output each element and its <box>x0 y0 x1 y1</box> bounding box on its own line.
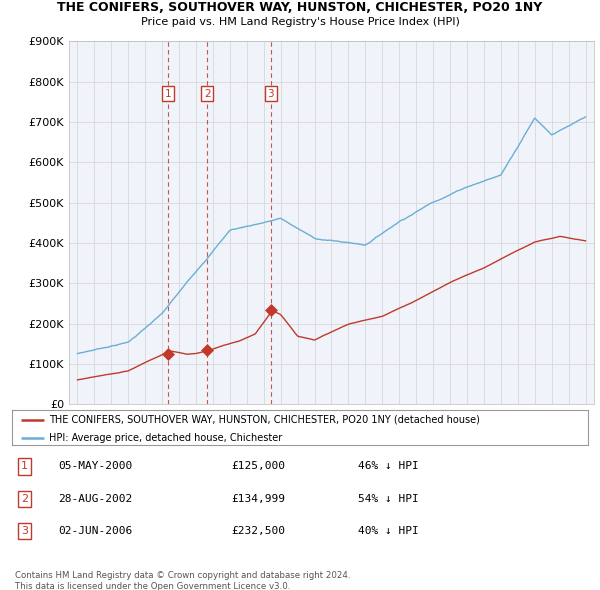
Text: 1: 1 <box>21 461 28 471</box>
Text: 40% ↓ HPI: 40% ↓ HPI <box>358 526 418 536</box>
Text: HPI: Average price, detached house, Chichester: HPI: Average price, detached house, Chic… <box>49 432 283 442</box>
Text: £134,999: £134,999 <box>231 494 285 504</box>
Text: £125,000: £125,000 <box>231 461 285 471</box>
Text: Price paid vs. HM Land Registry's House Price Index (HPI): Price paid vs. HM Land Registry's House … <box>140 17 460 27</box>
Text: 02-JUN-2006: 02-JUN-2006 <box>58 526 133 536</box>
Text: Contains HM Land Registry data © Crown copyright and database right 2024.
This d: Contains HM Land Registry data © Crown c… <box>15 571 350 590</box>
Text: 3: 3 <box>21 526 28 536</box>
Text: £232,500: £232,500 <box>231 526 285 536</box>
Text: THE CONIFERS, SOUTHOVER WAY, HUNSTON, CHICHESTER, PO20 1NY (detached house): THE CONIFERS, SOUTHOVER WAY, HUNSTON, CH… <box>49 415 481 425</box>
Text: 28-AUG-2002: 28-AUG-2002 <box>58 494 133 504</box>
Text: 2: 2 <box>21 494 28 504</box>
Text: 2: 2 <box>204 88 211 99</box>
Text: 1: 1 <box>165 88 172 99</box>
Text: THE CONIFERS, SOUTHOVER WAY, HUNSTON, CHICHESTER, PO20 1NY: THE CONIFERS, SOUTHOVER WAY, HUNSTON, CH… <box>58 1 542 14</box>
Text: 3: 3 <box>268 88 274 99</box>
Text: 05-MAY-2000: 05-MAY-2000 <box>58 461 133 471</box>
Text: 46% ↓ HPI: 46% ↓ HPI <box>358 461 418 471</box>
Text: 54% ↓ HPI: 54% ↓ HPI <box>358 494 418 504</box>
